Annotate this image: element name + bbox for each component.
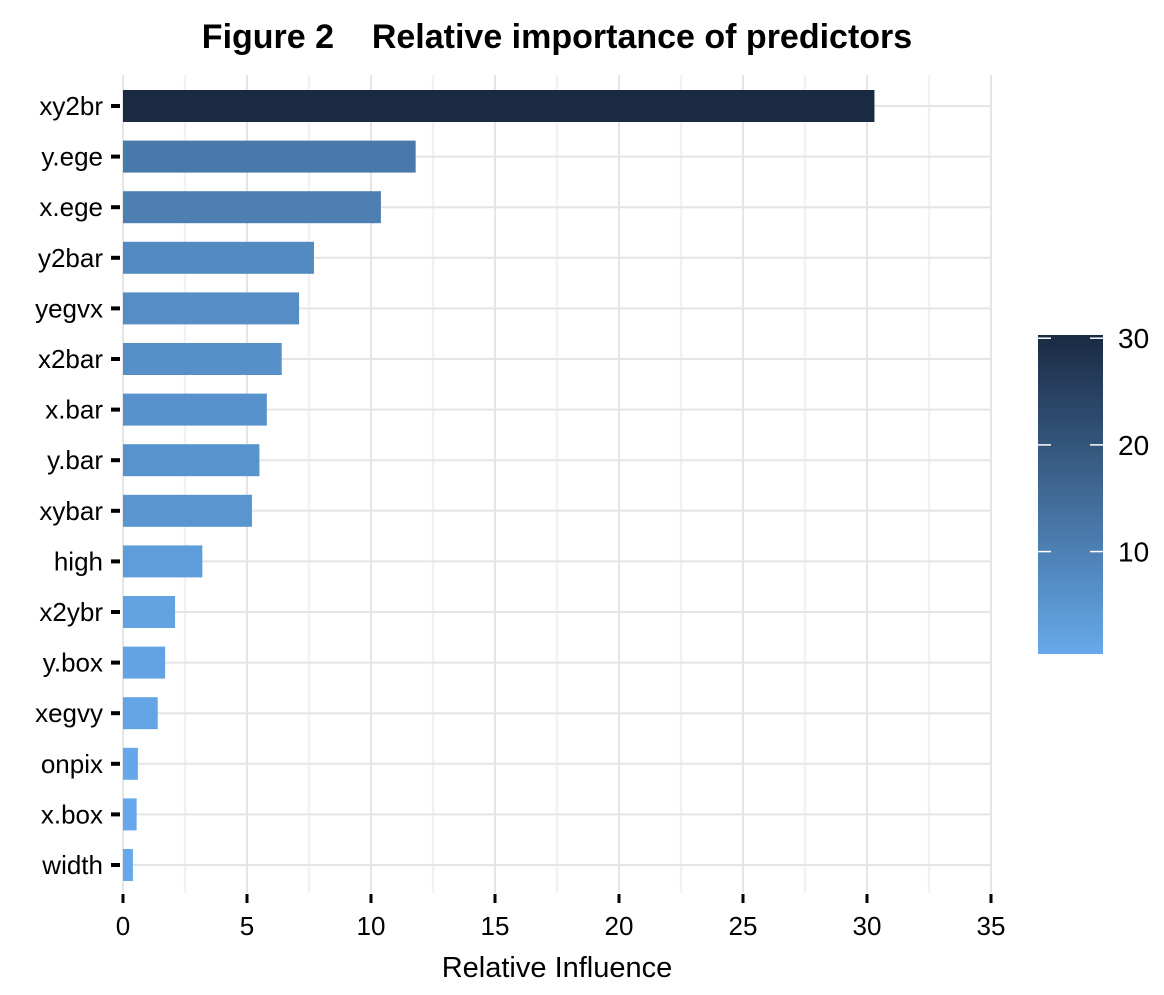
legend-tick-label: 20	[1118, 430, 1149, 461]
bar-y2bar	[123, 241, 314, 274]
x-tick-label: 20	[605, 911, 634, 941]
legend-colorbar: 10 20 30	[1038, 323, 1149, 654]
bar-onpix	[123, 747, 138, 780]
bar-x-bar	[123, 393, 267, 426]
y-tick-label: width	[41, 850, 103, 880]
chart-title: Figure 2 Relative importance of predicto…	[202, 18, 912, 56]
bar-xegvy	[123, 697, 158, 730]
y-tick-label: x.bar	[45, 395, 103, 425]
x-tick-label: 25	[729, 911, 758, 941]
bar-width	[123, 849, 133, 881]
bar-y-bar	[123, 444, 260, 477]
bar-x-ege	[123, 191, 381, 224]
bar-x-box	[123, 798, 137, 831]
legend-gradient-bar	[1038, 335, 1103, 654]
x-axis: 0 5 10 15 20 25 30 35	[116, 894, 1006, 941]
legend-tick-label: 10	[1118, 537, 1149, 568]
y-tick-label: y.bar	[47, 445, 103, 475]
x-tick-label: 5	[240, 911, 254, 941]
grid-lines	[122, 75, 992, 893]
bar-xybar	[123, 494, 252, 527]
x-tick-label: 30	[853, 911, 882, 941]
x-tick-label: 15	[481, 911, 510, 941]
x-axis-title: Relative Influence	[442, 952, 673, 984]
bar-xy2br	[123, 90, 875, 122]
y-tick-label: xy2br	[39, 91, 103, 121]
bar-x2bar	[123, 343, 282, 375]
bar-high	[123, 545, 203, 578]
legend-tick-label: 30	[1118, 323, 1149, 354]
bars	[123, 90, 875, 881]
x-tick-label: 10	[357, 911, 386, 941]
y-tick-label: x.ege	[39, 192, 103, 222]
y-tick-label: yegvx	[35, 293, 103, 323]
x-tick-label: 35	[977, 911, 1006, 941]
y-axis: xy2br y.ege x.ege y2bar yegvx x2bar x.bar y.bar…	[35, 91, 120, 880]
y-tick-label: y.box	[43, 648, 103, 678]
bar-y-box	[123, 646, 166, 679]
y-tick-label: onpix	[41, 749, 103, 779]
bar-yegvx	[123, 292, 300, 325]
y-tick-label: x.box	[41, 799, 103, 829]
y-tick-label: x2bar	[38, 344, 103, 374]
y-tick-label: high	[54, 546, 103, 576]
y-tick-label: xybar	[39, 496, 103, 526]
bar-y-ege	[123, 140, 416, 173]
bar-x2ybr	[123, 596, 176, 628]
y-tick-label: xegvy	[35, 698, 103, 728]
y-tick-label: x2ybr	[39, 597, 103, 627]
y-tick-label: y.ege	[41, 142, 103, 172]
x-tick-label: 0	[116, 911, 130, 941]
y-tick-label: y2bar	[38, 243, 103, 273]
